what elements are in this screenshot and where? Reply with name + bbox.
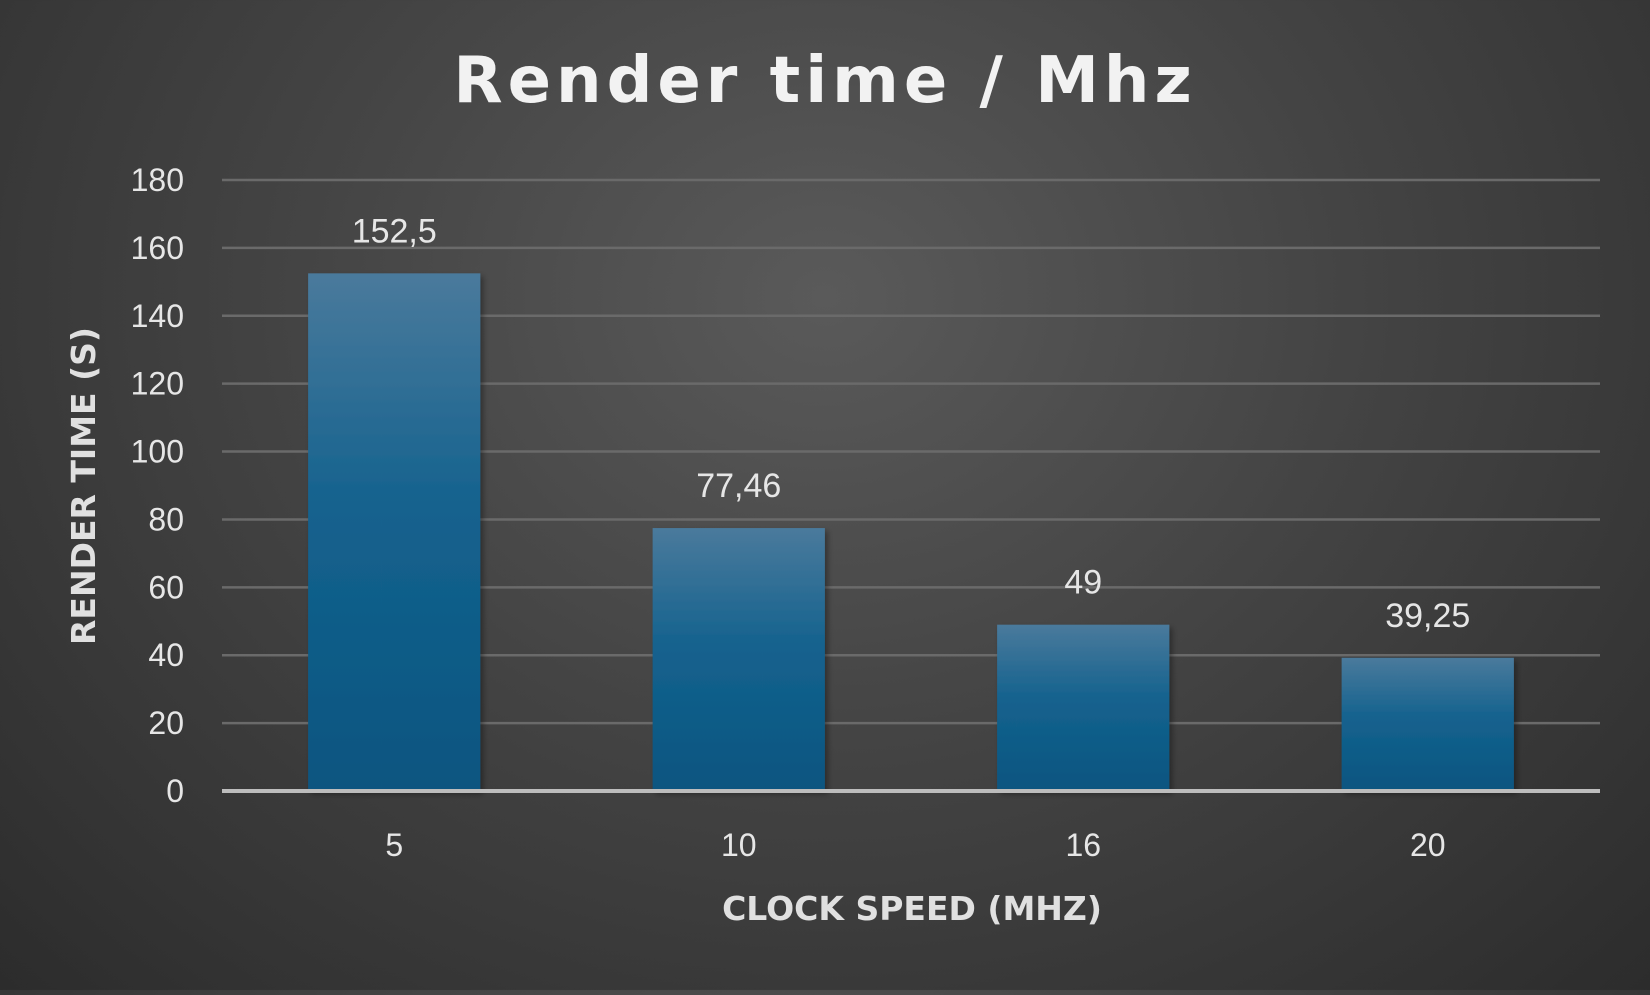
data-label-16: 49 bbox=[1064, 564, 1102, 602]
y-axis-title: RENDER TIME (S) bbox=[64, 327, 103, 645]
x-tick-label: 20 bbox=[1410, 827, 1446, 863]
data-label-5: 152,5 bbox=[352, 212, 437, 250]
x-tick-label: 10 bbox=[721, 827, 757, 863]
chart-title: Render time / Mhz bbox=[453, 44, 1196, 118]
bar-10 bbox=[652, 528, 825, 791]
data-label-20: 39,25 bbox=[1385, 597, 1470, 635]
y-tick-label: 20 bbox=[148, 705, 184, 741]
y-axis-ticks: 0 20 40 60 80 100 120 140 160 180 bbox=[131, 162, 184, 809]
x-tick-label: 5 bbox=[385, 827, 403, 863]
x-axis-ticks: 5 10 16 20 bbox=[385, 827, 1445, 863]
bars bbox=[308, 273, 1514, 791]
bar-16 bbox=[997, 624, 1170, 791]
y-tick-label: 100 bbox=[131, 434, 184, 470]
y-tick-label: 0 bbox=[166, 773, 184, 809]
bar-5 bbox=[308, 273, 481, 791]
x-axis-title: CLOCK SPEED (MHZ) bbox=[722, 889, 1102, 928]
y-tick-label: 160 bbox=[131, 230, 184, 266]
y-tick-label: 60 bbox=[148, 569, 184, 605]
data-label-10: 77,46 bbox=[696, 467, 781, 505]
data-labels: 152,5 77,46 49 39,25 bbox=[352, 212, 1471, 634]
bar-20 bbox=[1341, 657, 1514, 791]
y-tick-label: 140 bbox=[131, 298, 184, 334]
y-tick-label: 120 bbox=[131, 366, 184, 402]
y-tick-label: 80 bbox=[148, 501, 184, 537]
y-tick-label: 180 bbox=[131, 162, 184, 198]
x-tick-label: 16 bbox=[1065, 827, 1101, 863]
y-tick-label: 40 bbox=[148, 637, 184, 673]
